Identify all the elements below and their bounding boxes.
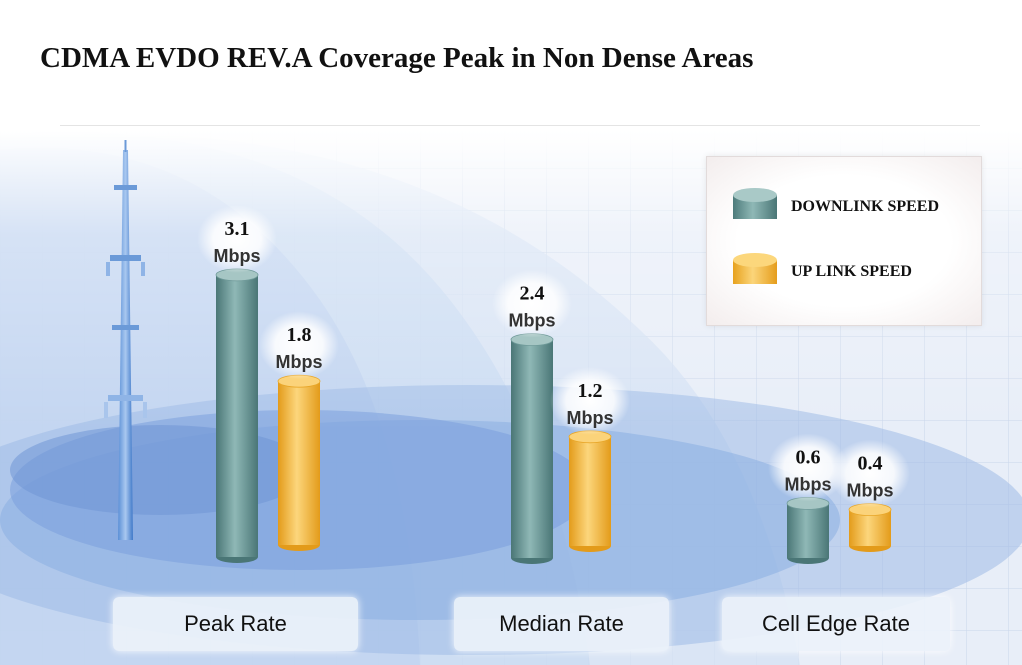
unit-label: Mbps: [785, 474, 832, 494]
value-label-glow: [197, 204, 277, 273]
bar-body: [569, 436, 611, 546]
legend-item-downlink: DOWNLINK SPEED: [733, 187, 939, 227]
chart-title: CDMA EVDO REV.A Coverage Peak in Non Den…: [40, 42, 754, 74]
unit-label: Mbps: [276, 352, 323, 372]
category-label-median-rate: Median Rate: [454, 597, 669, 651]
bar-body: [216, 274, 258, 557]
bar-uplink-peak-rate: [277, 374, 321, 551]
bar-downlink-peak-rate: [215, 268, 259, 563]
value-label-glow: [550, 366, 630, 435]
unit-label: Mbps: [509, 311, 556, 331]
legend-item-uplink: UP LINK SPEED: [733, 252, 912, 292]
bar-body: [278, 381, 320, 545]
category-label-cell-edge-rate: Cell Edge Rate: [722, 597, 950, 651]
unit-label: Mbps: [567, 408, 614, 428]
legend-label-downlink: DOWNLINK SPEED: [791, 198, 940, 215]
cell-tower-icon: [104, 140, 147, 540]
bar-uplink-cell-edge-rate: [848, 503, 892, 552]
bar-downlink-median-rate: [510, 333, 554, 564]
value-label: 3.1: [225, 218, 250, 240]
bar-body: [787, 503, 829, 558]
bar-uplink-median-rate: [568, 430, 612, 552]
bar-downlink-cell-edge-rate: [786, 496, 830, 564]
value-label: 1.2: [578, 380, 603, 402]
value-label-glow: [492, 269, 572, 338]
title-divider: [60, 125, 980, 126]
downlink-cylinder-icon: [733, 188, 777, 226]
bar-body: [511, 339, 553, 558]
value-label: 0.4: [858, 453, 883, 475]
uplink-cylinder-icon: [733, 253, 777, 291]
value-label-glow: [259, 311, 339, 380]
unit-label: Mbps: [214, 246, 261, 266]
value-label: 2.4: [520, 283, 545, 305]
chart-legend: DOWNLINK SPEED UP LINK SPEED: [706, 156, 982, 326]
unit-label: Mbps: [847, 481, 894, 501]
value-label: 1.8: [287, 324, 312, 346]
legend-label-uplink: UP LINK SPEED: [791, 263, 912, 280]
value-label: 0.6: [796, 446, 821, 468]
category-label-peak-rate: Peak Rate: [113, 597, 358, 651]
value-label-glow: [830, 439, 910, 508]
value-label-glow: [768, 433, 848, 502]
